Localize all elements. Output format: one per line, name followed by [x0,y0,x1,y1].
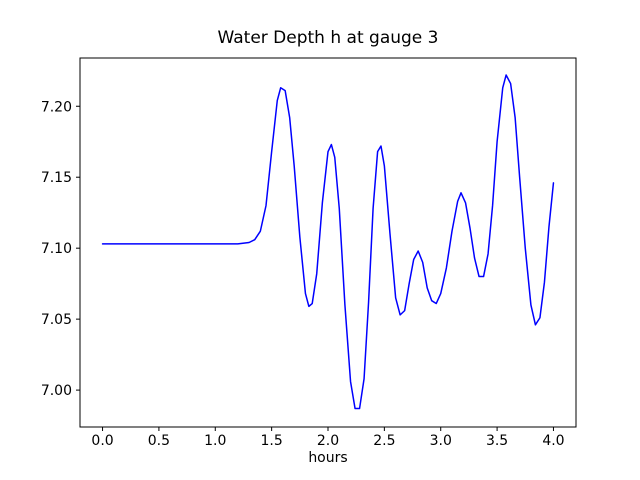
x-tick-label: 0.5 [148,433,170,449]
y-tick-label: 7.10 [41,241,72,257]
chart-title: Water Depth h at gauge 3 [217,28,439,48]
data-line-h [101,74,555,410]
x-tick-label: 0.0 [91,433,113,449]
x-tick-label: 3.0 [430,433,452,449]
x-tick-label: 2.0 [317,433,339,449]
x-tick-label: 3.5 [486,433,508,449]
axes-spines [79,57,577,428]
y-tick-label: 7.05 [41,312,72,328]
x-tick-label: 2.5 [373,433,395,449]
x-axis-label: hours [308,450,348,466]
x-tick-label: 4.0 [542,433,564,449]
x-tick-label: 1.0 [204,433,226,449]
y-tick-label: 7.00 [41,383,72,399]
y-tick-label: 7.15 [41,170,72,186]
x-tick-label: 1.5 [261,433,283,449]
y-tick-label: 7.20 [41,99,72,115]
